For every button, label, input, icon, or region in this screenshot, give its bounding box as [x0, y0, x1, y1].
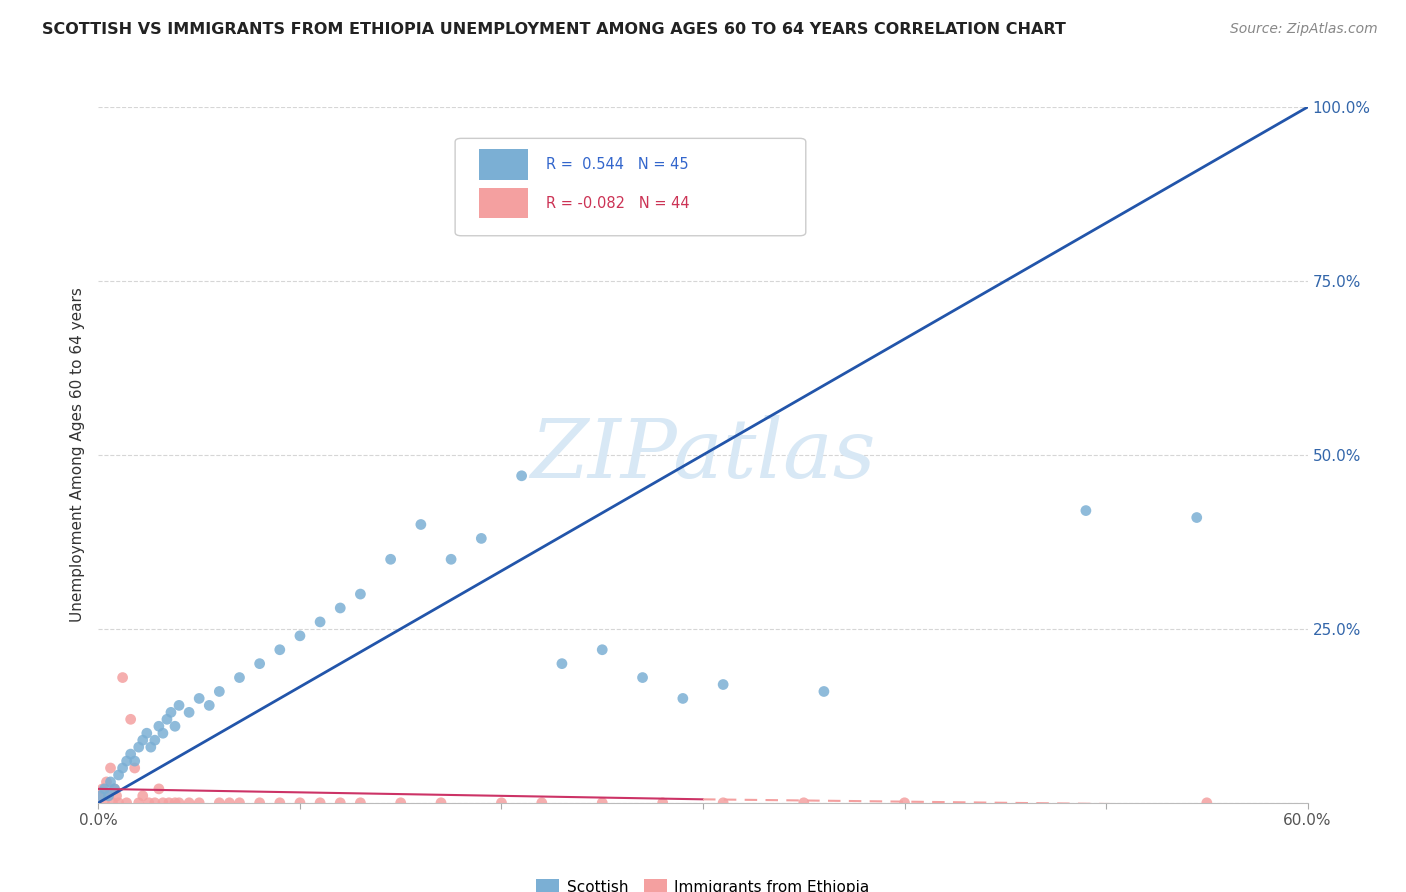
Point	[711, 796, 734, 810]
Point	[111, 761, 134, 775]
Point	[188, 796, 211, 810]
Point	[793, 796, 815, 810]
Point	[148, 781, 170, 796]
Point	[491, 796, 513, 810]
Point	[120, 747, 142, 761]
Point	[813, 684, 835, 698]
Point	[97, 789, 120, 803]
Point	[107, 768, 129, 782]
Point	[198, 698, 221, 713]
Point	[157, 796, 180, 810]
Point	[349, 587, 371, 601]
Point	[160, 706, 183, 720]
Legend: Scottish, Immigrants from Ethiopia: Scottish, Immigrants from Ethiopia	[530, 873, 876, 892]
Point	[288, 629, 311, 643]
Point	[430, 796, 453, 810]
Point	[167, 796, 190, 810]
Point	[124, 754, 146, 768]
Point	[152, 726, 174, 740]
FancyBboxPatch shape	[456, 138, 806, 235]
Point	[128, 740, 150, 755]
Point	[380, 552, 402, 566]
Point	[269, 796, 291, 810]
Point	[156, 712, 179, 726]
Point	[269, 642, 291, 657]
Point	[177, 706, 201, 720]
Point	[288, 796, 311, 810]
Point	[148, 719, 170, 733]
Point	[128, 796, 150, 810]
Point	[89, 789, 111, 803]
Point	[329, 796, 352, 810]
Text: ZIPatlas: ZIPatlas	[530, 415, 876, 495]
Point	[177, 796, 201, 810]
Point	[103, 781, 125, 796]
Point	[510, 468, 533, 483]
Text: R = -0.082   N = 44: R = -0.082 N = 44	[546, 195, 689, 211]
Text: Source: ZipAtlas.com: Source: ZipAtlas.com	[1230, 22, 1378, 37]
Point	[100, 761, 122, 775]
Point	[93, 781, 115, 796]
Point	[135, 726, 157, 740]
Point	[651, 796, 673, 810]
Point	[111, 671, 134, 685]
Point	[103, 781, 125, 796]
Point	[138, 796, 160, 810]
Point	[672, 691, 695, 706]
Point	[711, 677, 734, 691]
Point	[91, 781, 114, 796]
Point	[349, 796, 371, 810]
Point	[132, 733, 155, 747]
Point	[97, 789, 120, 803]
Point	[132, 789, 155, 803]
Point	[591, 796, 613, 810]
Point	[389, 796, 412, 810]
Point	[249, 657, 271, 671]
Point	[163, 719, 186, 733]
Point	[208, 684, 231, 698]
Point	[105, 789, 128, 803]
Point	[329, 601, 352, 615]
Point	[530, 796, 553, 810]
Point	[309, 796, 332, 810]
Point	[1074, 503, 1097, 517]
Point	[249, 796, 271, 810]
Point	[163, 796, 186, 810]
Point	[143, 796, 166, 810]
Point	[96, 775, 118, 789]
Y-axis label: Unemployment Among Ages 60 to 64 years: Unemployment Among Ages 60 to 64 years	[69, 287, 84, 623]
Point	[309, 615, 332, 629]
Point	[409, 517, 432, 532]
Point	[115, 796, 138, 810]
Point	[152, 796, 174, 810]
Point	[89, 789, 111, 803]
Bar	[479, 150, 527, 180]
Point	[551, 657, 574, 671]
Text: R =  0.544   N = 45: R = 0.544 N = 45	[546, 157, 689, 172]
Point	[139, 740, 162, 755]
Point	[100, 775, 122, 789]
Point	[228, 796, 250, 810]
Text: SCOTTISH VS IMMIGRANTS FROM ETHIOPIA UNEMPLOYMENT AMONG AGES 60 TO 64 YEARS CORR: SCOTTISH VS IMMIGRANTS FROM ETHIOPIA UNE…	[42, 22, 1066, 37]
Point	[115, 754, 138, 768]
Point	[93, 796, 115, 810]
Point	[218, 796, 240, 810]
Bar	[479, 187, 527, 219]
Point	[120, 712, 142, 726]
Point	[208, 796, 231, 810]
Point	[893, 796, 915, 810]
Point	[631, 671, 654, 685]
Point	[228, 671, 250, 685]
Point	[124, 761, 146, 775]
Point	[1195, 796, 1218, 810]
Point	[188, 691, 211, 706]
Point	[143, 733, 166, 747]
Point	[591, 642, 613, 657]
Point	[107, 796, 129, 810]
Point	[470, 532, 492, 546]
Point	[167, 698, 190, 713]
Point	[101, 796, 124, 810]
Point	[1185, 510, 1208, 524]
Point	[440, 552, 463, 566]
